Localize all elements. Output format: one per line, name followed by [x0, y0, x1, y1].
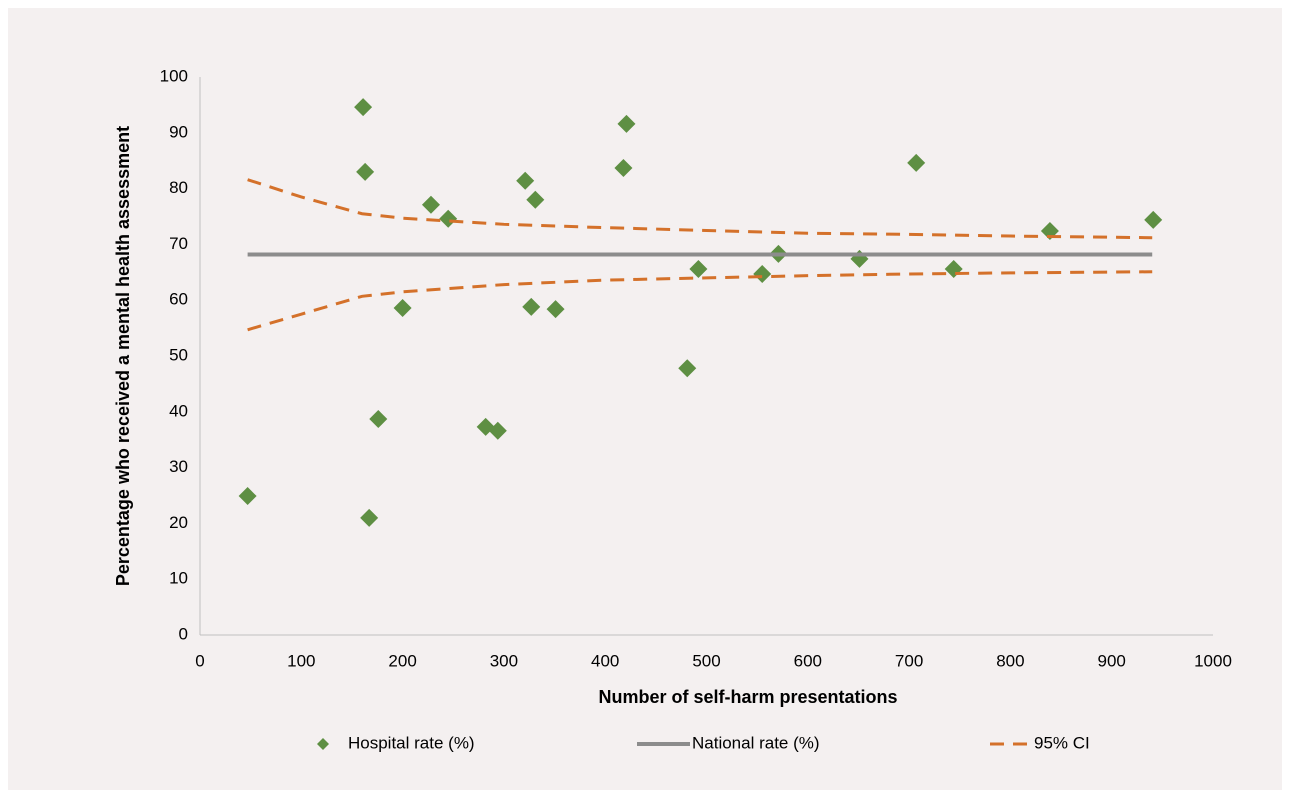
x-tick-label: 500 [692, 651, 720, 670]
y-tick-label: 100 [160, 66, 188, 85]
y-tick-label: 70 [169, 234, 188, 253]
data-point [546, 300, 565, 319]
data-point [369, 410, 388, 429]
data-point [421, 195, 440, 214]
data-point [907, 153, 926, 172]
legend-label: 95% CI [1034, 733, 1090, 752]
data-point [689, 259, 708, 278]
y-tick-label: 30 [169, 457, 188, 476]
y-tick-label: 50 [169, 345, 188, 364]
data-point [488, 421, 507, 440]
legend-marker [317, 738, 329, 750]
x-tick-label: 800 [996, 651, 1024, 670]
y-tick-label: 90 [169, 122, 188, 141]
x-tick-label: 300 [490, 651, 518, 670]
data-point [678, 359, 697, 378]
data-point [238, 487, 257, 506]
data-point [617, 114, 636, 133]
y-tick-label: 0 [179, 624, 188, 643]
data-point [393, 299, 412, 318]
y-axis-label: Percentage who received a mental health … [113, 126, 133, 586]
data-point [522, 297, 541, 316]
legend-label: National rate (%) [692, 733, 820, 752]
y-tick-label: 20 [169, 513, 188, 532]
data-point [516, 171, 535, 190]
data-point [356, 162, 375, 181]
x-tick-label: 0 [195, 651, 204, 670]
x-tick-label: 1000 [1194, 651, 1232, 670]
y-tick-label: 80 [169, 178, 188, 197]
x-axis-label: Number of self-harm presentations [598, 687, 897, 707]
y-tick-label: 10 [169, 569, 188, 588]
x-tick-label: 400 [591, 651, 619, 670]
x-tick-label: 600 [794, 651, 822, 670]
x-tick-label: 900 [1098, 651, 1126, 670]
data-point [614, 158, 633, 177]
x-tick-label: 200 [388, 651, 416, 670]
series-line [247, 178, 1153, 240]
data-point [526, 190, 545, 209]
chart-background [8, 8, 1282, 790]
x-tick-label: 100 [287, 651, 315, 670]
y-tick-label: 40 [169, 401, 188, 420]
x-tick-label: 700 [895, 651, 923, 670]
data-point [439, 209, 458, 228]
data-point [1144, 210, 1163, 229]
data-point [360, 508, 379, 527]
y-tick-label: 60 [169, 290, 188, 309]
data-point [354, 98, 373, 117]
legend-label: Hospital rate (%) [348, 733, 475, 752]
data-point [753, 264, 772, 283]
series-line-lower [247, 270, 1153, 332]
